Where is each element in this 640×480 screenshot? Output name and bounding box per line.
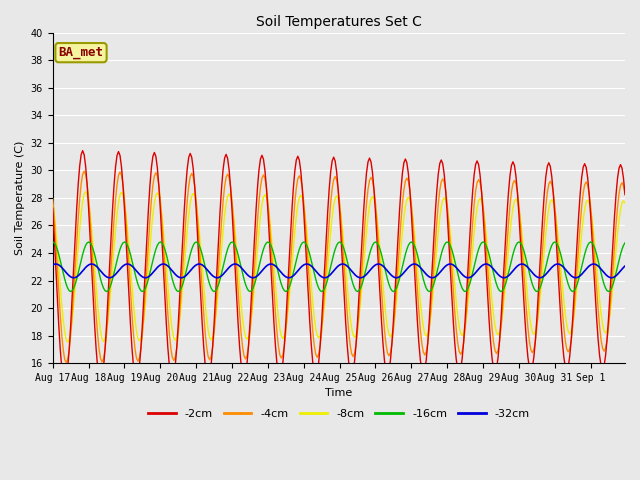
Title: Soil Temperatures Set C: Soil Temperatures Set C — [256, 15, 422, 29]
Legend: -2cm, -4cm, -8cm, -16cm, -32cm: -2cm, -4cm, -8cm, -16cm, -32cm — [143, 405, 534, 423]
Text: BA_met: BA_met — [58, 46, 104, 59]
Y-axis label: Soil Temperature (C): Soil Temperature (C) — [15, 141, 25, 255]
X-axis label: Time: Time — [325, 388, 353, 398]
